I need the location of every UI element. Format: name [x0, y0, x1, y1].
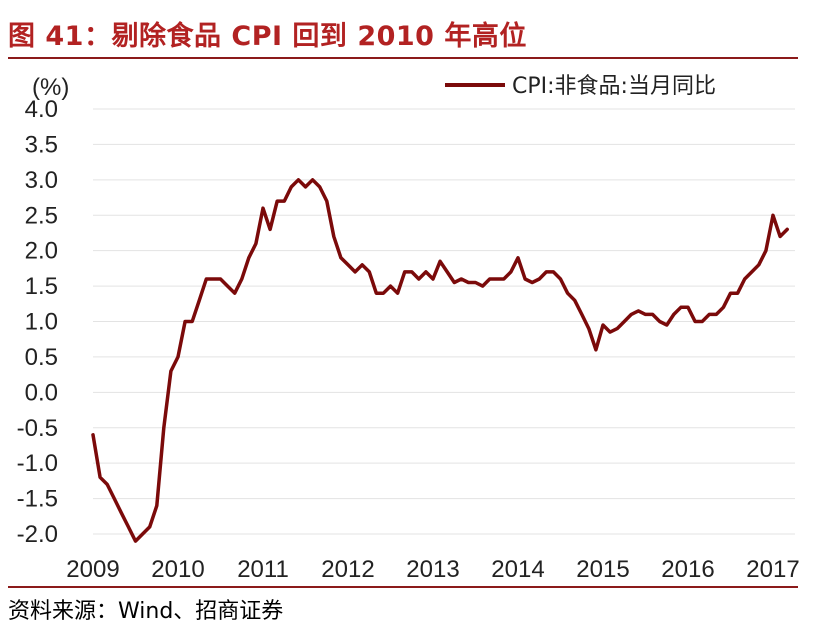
y-tick-label: 3.5 — [25, 131, 58, 158]
x-tick-label: 2017 — [746, 556, 799, 583]
y-tick-label: 2.5 — [25, 202, 58, 229]
y-tick-label: -2.0 — [17, 521, 58, 548]
series-line — [91, 178, 789, 543]
plot-area — [91, 178, 789, 543]
source-rule — [8, 586, 798, 588]
y-tick-label: 3.0 — [25, 167, 58, 194]
y-tick-label: 0.5 — [25, 344, 58, 371]
y-tick-label: -0.5 — [17, 415, 58, 442]
grid-lines — [93, 108, 795, 535]
y-tick-label: 1.0 — [25, 309, 58, 336]
x-axis-ticks: 2009 2010 2011 2012 2013 2014 2015 2016 2017 — [66, 556, 799, 583]
x-tick-label: 2010 — [151, 556, 204, 583]
y-tick-label: 4.0 — [25, 96, 58, 123]
y-tick-label: 0.0 — [25, 379, 58, 406]
y-axis-ticks: 4.0 3.5 3.0 2.5 2.0 1.5 1.0 0.5 0.0 -0.5 -1.0 -1.5 -… — [17, 96, 58, 548]
x-tick-label: 2015 — [576, 556, 629, 583]
x-tick-label: 2014 — [491, 556, 544, 583]
x-tick-label: 2016 — [661, 556, 714, 583]
legend: CPI:非食品:当月同比 — [445, 74, 716, 99]
title-rule — [8, 57, 798, 59]
figure-title: 图 41：剔除食品 CPI 回到 2010 年高位 — [8, 21, 527, 52]
x-tick-label: 2012 — [321, 556, 374, 583]
legend-label: CPI:非食品:当月同比 — [512, 74, 716, 99]
x-tick-label: 2011 — [237, 556, 289, 583]
y-axis-unit-label: (%) — [32, 74, 69, 101]
y-tick-label: -1.5 — [17, 486, 58, 513]
x-tick-label: 2009 — [66, 556, 119, 583]
y-tick-label: -1.0 — [17, 450, 58, 477]
y-tick-label: 1.5 — [25, 273, 58, 300]
x-tick-label: 2013 — [406, 556, 459, 583]
y-tick-label: 2.0 — [25, 238, 58, 265]
source-note: 资料来源：Wind、招商证券 — [8, 599, 284, 624]
